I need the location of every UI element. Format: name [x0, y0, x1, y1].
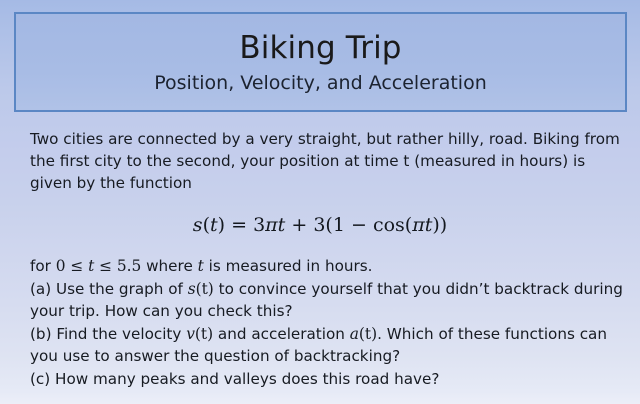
page-title: Biking Trip [239, 29, 402, 66]
page-subtitle: Position, Velocity, and Acceleration [154, 71, 487, 94]
domain-prefix: for [30, 257, 56, 275]
equation-lhs-close-paren: ) [217, 214, 226, 236]
title-box: Biking Trip Position, Velocity, and Acce… [14, 12, 627, 112]
domain-upper-bound: 5.5 [116, 257, 142, 275]
equation-cos-variable: t [424, 214, 433, 236]
domain-le-first: ≤ [70, 257, 84, 275]
question-part-c: (c) How many peaks and valleys does this… [30, 369, 440, 388]
equation-lhs-arg: t [209, 214, 218, 236]
equation-equals-sign: = [231, 214, 248, 236]
part-b-acceleration-symbol: a [349, 324, 359, 343]
equation-open-paren: ( [325, 214, 333, 236]
part-b-acceleration-argument: (t) [358, 324, 378, 343]
equation-close-paren: ) [439, 214, 448, 236]
part-b-middle-text: and acceleration [213, 324, 350, 343]
part-b-velocity-symbol: v [186, 324, 195, 343]
equation-lhs-var: s [192, 214, 203, 236]
equation-minus-sign: − [350, 214, 367, 236]
part-a-suffix: to convince yourself that you didn’t bac… [30, 279, 623, 321]
part-a-prefix: (a) Use the graph of [30, 279, 188, 298]
equation-plus-sign: + [291, 214, 308, 236]
equation-lhs-open-paren: ( [202, 214, 210, 236]
question-part-b: (b) Find the velocity v(t) and accelerat… [30, 323, 634, 368]
part-b-prefix: (b) Find the velocity [30, 324, 187, 343]
part-b-suffix: . Which of these functions can you use t… [30, 324, 607, 366]
domain-variable-second: t [197, 257, 204, 275]
domain-lower-bound: 0 [55, 257, 66, 275]
equation-term1-variable: t [277, 214, 286, 236]
part-a-function-symbol: s [187, 279, 196, 298]
equation-cos-close-paren: ) [432, 214, 440, 236]
intro-paragraph: Two cities are connected by a very strai… [30, 130, 620, 192]
equation-cos-open-paren: ( [404, 214, 413, 236]
equation-cos-pi: π [412, 214, 425, 236]
equation-one: 1 [332, 214, 345, 236]
question-part-a: (a) Use the graph of s(t) to convince yo… [30, 278, 634, 323]
part-b-velocity-argument: (t) [194, 324, 214, 343]
equation-term1-pi: π [265, 214, 278, 236]
equation-term1-coefficient: 3 [253, 214, 266, 236]
domain-le-second: ≤ [99, 257, 112, 275]
domain-variable: t [88, 257, 95, 275]
domain-line: for 0 ≤ t ≤ 5.5 where t is measured in h… [30, 255, 634, 278]
position-function-equation: s(t) = 3πt + 3(1 − cos(πt)) [193, 212, 447, 238]
domain-mid-text: where [141, 257, 198, 275]
part-a-function-argument: (t) [195, 279, 214, 298]
questions-block: for 0 ≤ t ≤ 5.5 where t is measured in h… [30, 255, 634, 390]
domain-suffix-text: is measured in hours. [203, 257, 373, 275]
equation-row: s(t) = 3πt + 3(1 − cos(πt)) [0, 212, 640, 238]
intro-text-block: Two cities are connected by a very strai… [30, 128, 630, 194]
equation-cosine-function: cos [372, 214, 405, 236]
equation-term2-coefficient: 3 [313, 214, 326, 236]
